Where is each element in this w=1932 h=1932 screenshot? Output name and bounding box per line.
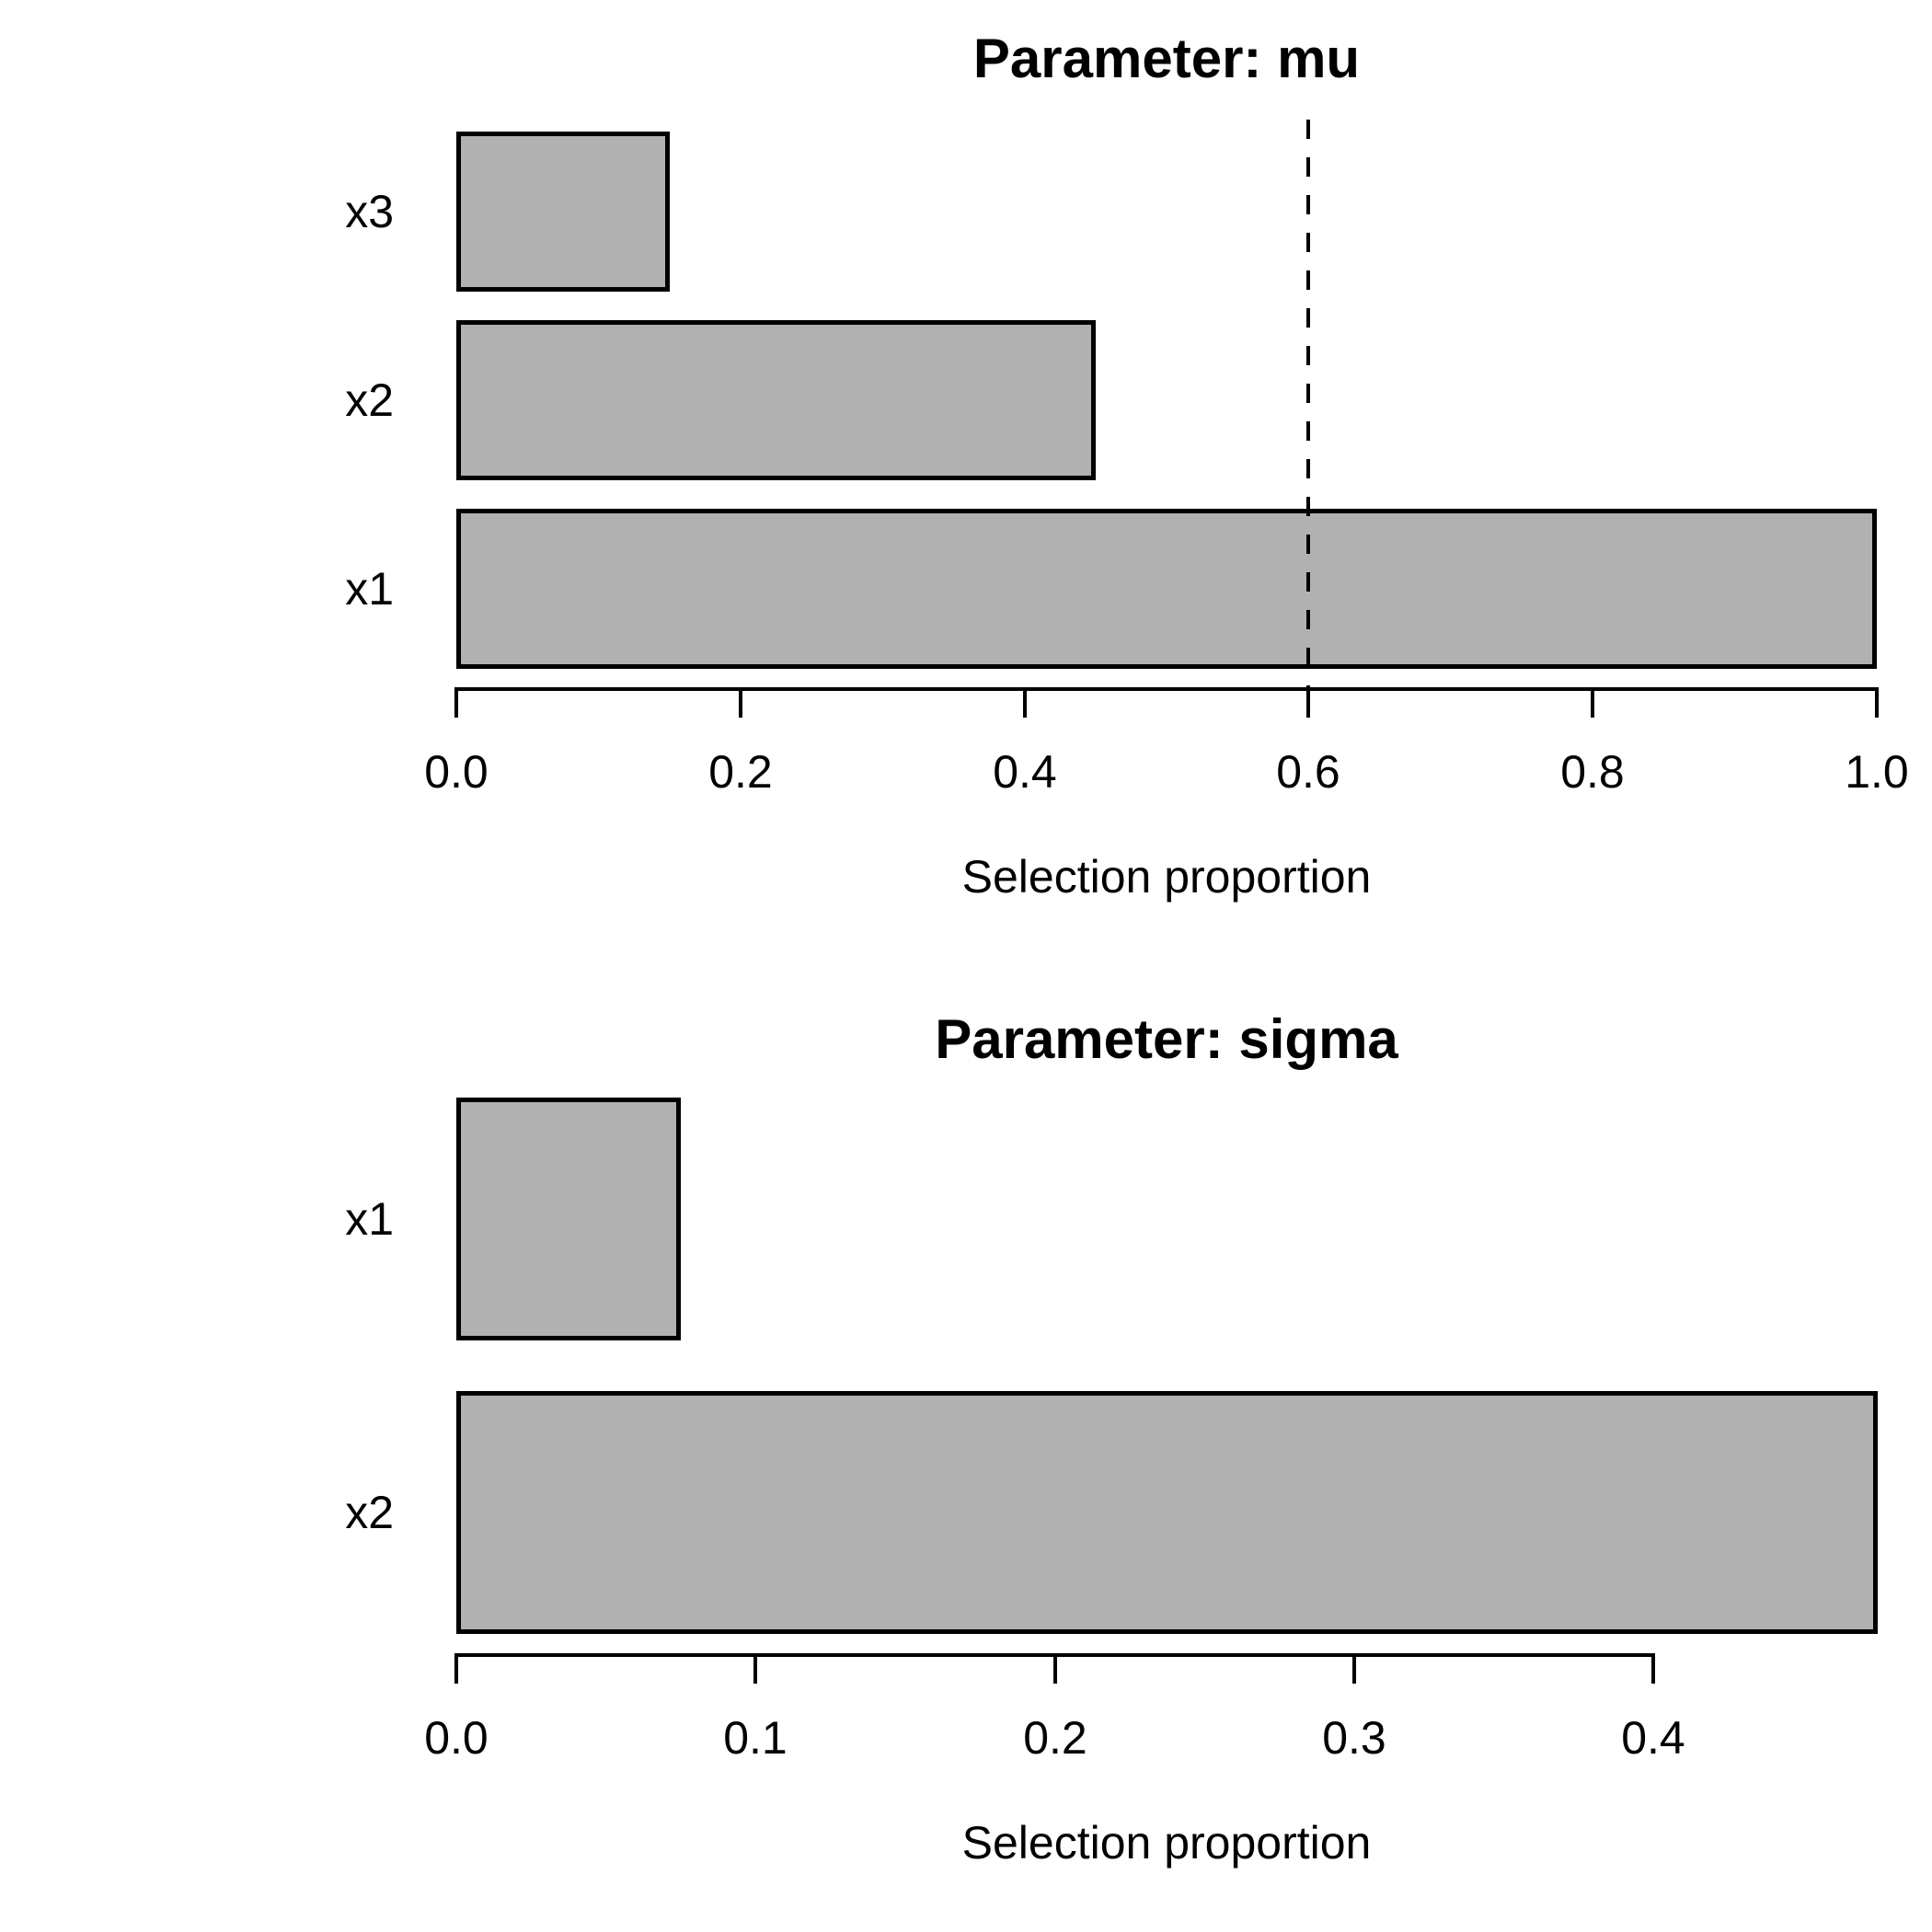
category-label: x3 [345,186,394,237]
reference-line [1306,120,1310,689]
bar-x1 [456,509,1877,669]
x-tick [1053,1655,1057,1684]
bar-x1 [456,1098,681,1340]
x-tick-label: 0.4 [993,746,1057,798]
bar-x2 [456,320,1096,480]
x-tick [1023,689,1027,718]
category-label: x1 [345,1193,394,1245]
x-tick-label: 0.4 [1621,1712,1685,1764]
x-tick [1352,1655,1356,1684]
x-tick [454,1655,458,1684]
bar-x3 [456,132,670,292]
x-tick [1591,689,1594,718]
x-tick-label: 0.1 [723,1712,788,1764]
x-axis-label-mu: Selection proportion [961,851,1372,903]
x-tick [1306,689,1310,718]
x-tick [739,689,742,718]
x-axis-line [454,687,1879,691]
x-tick [454,689,458,718]
category-label: x2 [345,374,394,426]
chart-title-sigma: Parameter: sigma [935,1008,1398,1070]
x-tick-label: 0.2 [1023,1712,1087,1764]
x-tick [1875,689,1879,718]
x-tick-label: 0.3 [1322,1712,1386,1764]
x-tick-label: 0.0 [424,746,489,798]
x-tick-label: 0.6 [1276,746,1340,798]
x-tick [1651,1655,1655,1684]
x-tick [753,1655,757,1684]
x-axis-label-sigma: Selection proportion [961,1817,1372,1869]
x-tick-label: 0.0 [424,1712,489,1764]
category-label: x1 [345,563,394,615]
bar-x2 [456,1391,1878,1634]
x-tick-label: 1.0 [1845,746,1909,798]
x-tick-label: 0.8 [1560,746,1625,798]
chart-title-mu: Parameter: mu [972,28,1361,89]
category-label: x2 [345,1487,394,1538]
x-tick-label: 0.2 [708,746,773,798]
